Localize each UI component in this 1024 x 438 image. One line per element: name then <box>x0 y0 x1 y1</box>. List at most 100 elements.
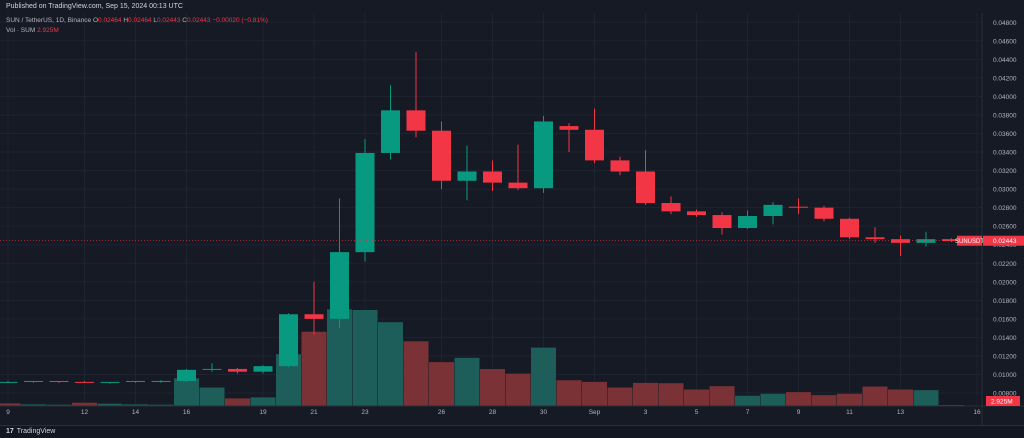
candle[interactable] <box>126 380 145 383</box>
candle[interactable] <box>406 51 426 138</box>
price-tick-label: 0.04600 <box>993 38 1017 45</box>
legend-row-volume: Vol · SUM 2.925M <box>6 26 268 36</box>
price-tick-label: 0.03200 <box>993 168 1017 175</box>
volume-bar <box>148 404 174 406</box>
footer-brand[interactable]: TradingView <box>16 428 56 435</box>
chart-area[interactable]: 0.04800 0.04600 0.04400 0.04200 0.04000 0.038… <box>0 13 1024 425</box>
close-label: C <box>182 17 187 24</box>
candle[interactable] <box>789 198 808 215</box>
volume-bar <box>888 389 913 406</box>
candle[interactable] <box>228 367 247 374</box>
candle[interactable] <box>0 380 18 383</box>
volume-bar <box>709 386 735 406</box>
price-tick-label: 0.04200 <box>993 75 1017 82</box>
candle[interactable] <box>534 115 553 193</box>
price-tick-label: 0.01800 <box>993 298 1017 305</box>
candle[interactable] <box>304 281 324 335</box>
candle[interactable] <box>661 196 681 215</box>
last-price-line: SUNUSDT 0.02443 2.925M <box>0 235 1024 406</box>
candlestick-chart[interactable]: 0.04800 0.04600 0.04400 0.04200 0.04000 0.038… <box>0 13 1024 425</box>
candle[interactable] <box>712 212 732 235</box>
volume-bar <box>199 387 225 406</box>
candle[interactable] <box>253 365 273 374</box>
candle[interactable] <box>330 198 349 329</box>
price-tick-label: 0.04800 <box>993 20 1017 27</box>
candle-body <box>406 110 426 131</box>
candle[interactable] <box>916 231 936 247</box>
high-label: H <box>123 17 129 24</box>
candle[interactable] <box>865 227 885 243</box>
candle-body <box>177 369 196 381</box>
candle-body <box>304 314 324 319</box>
symbol-tag <box>957 235 982 246</box>
candle[interactable] <box>508 144 528 191</box>
candle[interactable] <box>814 205 834 222</box>
date-tick-label: 13 <box>897 409 905 416</box>
candle-body <box>253 366 273 372</box>
volume-bar <box>480 369 505 406</box>
candle-body <box>75 381 94 383</box>
date-tick-label: 5 <box>695 409 699 416</box>
candle-body <box>49 380 69 382</box>
price-tick-label: 0.04000 <box>993 94 1017 101</box>
candle[interactable] <box>483 160 502 191</box>
date-tick-label: 11 <box>846 409 853 416</box>
candle[interactable] <box>432 121 451 190</box>
date-tick-label: 19 <box>259 409 267 416</box>
candle[interactable] <box>381 85 400 160</box>
candle[interactable] <box>177 368 196 382</box>
high-value: 0.02464 <box>128 17 152 24</box>
volume-bar <box>607 387 633 406</box>
candle[interactable] <box>457 145 477 201</box>
price-tick-label: 0.04400 <box>993 57 1017 64</box>
candle[interactable] <box>738 210 757 229</box>
volume-bar <box>786 392 811 406</box>
candle-body <box>279 314 298 367</box>
price-tick-label: 0.02000 <box>993 279 1017 286</box>
price-tick-label: 0.03600 <box>993 131 1017 138</box>
volume-bar <box>556 380 582 406</box>
candle-body <box>432 130 451 181</box>
candle-body <box>457 171 477 181</box>
volume-bar <box>301 331 327 406</box>
candle[interactable] <box>585 108 604 164</box>
close-value: 0.02443 <box>187 17 211 24</box>
price-axis: 0.04800 0.04600 0.04400 0.04200 0.04000 0.038… <box>981 13 1017 425</box>
price-tick-label: 0.02800 <box>993 205 1017 212</box>
volume-label[interactable]: Vol · SUM <box>6 27 36 34</box>
candle[interactable] <box>100 381 120 384</box>
tradingview-logo-icon[interactable]: 17 <box>6 428 14 435</box>
candle[interactable] <box>279 313 298 368</box>
candle-body <box>585 129 604 161</box>
candle[interactable] <box>687 209 706 217</box>
date-tick-label: 16 <box>183 409 191 416</box>
price-tick-label: 0.03800 <box>993 112 1017 119</box>
candle[interactable] <box>840 217 859 240</box>
candle[interactable] <box>610 156 630 176</box>
candle-body <box>534 121 553 189</box>
price-tick-label: 0.03400 <box>993 150 1017 157</box>
candle[interactable] <box>24 380 43 383</box>
candle[interactable] <box>636 150 655 205</box>
candle-body <box>738 215 757 229</box>
volume-bar <box>811 395 837 406</box>
grid <box>0 13 982 406</box>
legend-symbol[interactable]: SUN / TetherUS, 1D, Binance <box>6 17 92 24</box>
candle[interactable] <box>49 380 69 383</box>
candle[interactable] <box>891 235 910 256</box>
candle[interactable] <box>559 123 579 153</box>
candle[interactable] <box>151 380 171 383</box>
date-tick-label: 3 <box>644 409 648 416</box>
date-tick-label: 9 <box>797 409 801 416</box>
candle-body <box>0 381 18 383</box>
volume-bar <box>97 403 123 406</box>
candle[interactable] <box>763 202 783 225</box>
volume-bar <box>0 403 21 406</box>
last-volume-tag <box>986 396 1020 406</box>
candle[interactable] <box>355 139 375 262</box>
candles <box>0 51 961 384</box>
candle-body <box>916 239 936 243</box>
candle[interactable] <box>202 363 222 372</box>
candle[interactable] <box>942 238 961 242</box>
candle[interactable] <box>75 380 94 383</box>
